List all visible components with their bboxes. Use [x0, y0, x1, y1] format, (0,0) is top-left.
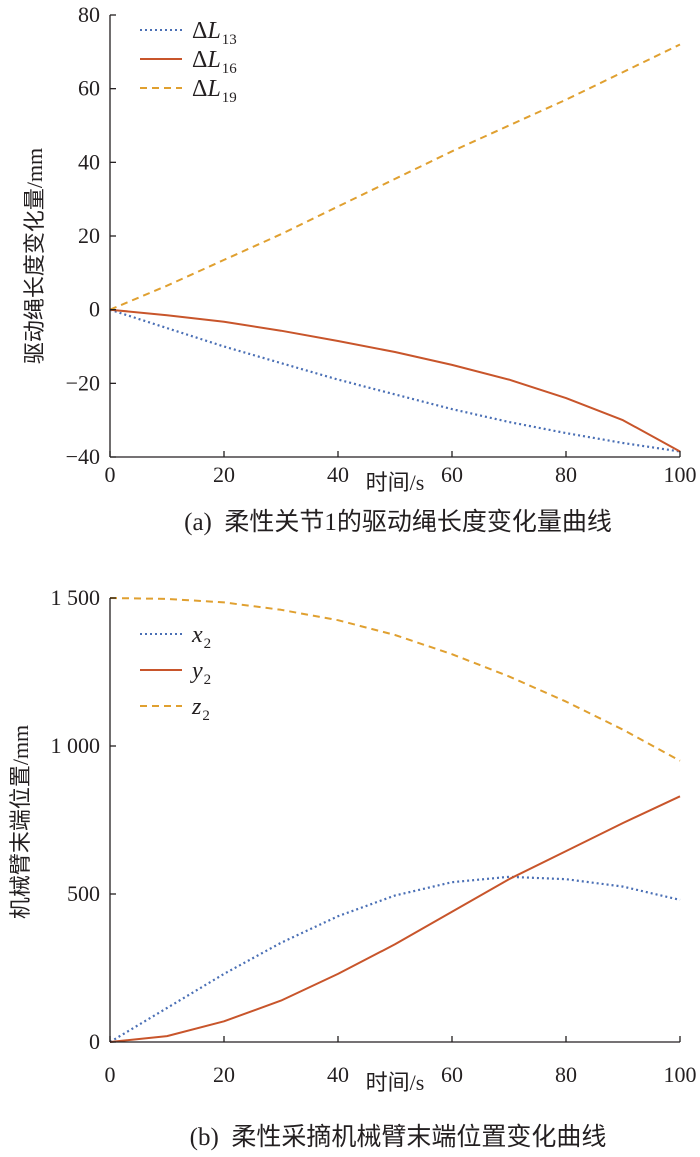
- y-tick-label-a: 0: [89, 297, 100, 322]
- x-tick-label-b: 60: [441, 1062, 463, 1087]
- x-tick-label-a: 0: [105, 462, 116, 487]
- caption-a: (a) 柔性关节1的驱动绳长度变化量曲线: [184, 508, 612, 536]
- y-tick-label-b: 500: [67, 881, 100, 906]
- series-line-delta-L13-a: [109, 308, 681, 453]
- legend-label-b: z2: [191, 694, 210, 724]
- y-axis-label-a: 驱动绳长度变化量/mm: [22, 148, 47, 364]
- x-tick-label-a: 100: [664, 462, 697, 487]
- x-tick-label-b: 80: [555, 1062, 577, 1087]
- x-tick-label-b: 100: [664, 1062, 697, 1087]
- series-layer-a: [109, 43, 681, 453]
- series-layer-b: [109, 597, 681, 1043]
- x-tick-label-a: 80: [555, 462, 577, 487]
- y-tick-label-a: 20: [78, 223, 100, 248]
- series-line-delta-L16-a: [109, 308, 681, 453]
- x-tick-label-a: 40: [327, 462, 349, 487]
- y-tick-label-b: 1 500: [51, 585, 101, 610]
- y-tick-label-a: −40: [66, 444, 100, 469]
- y-tick-label-a: 40: [78, 149, 100, 174]
- x-tick-label-b: 0: [105, 1062, 116, 1087]
- tick-layer-a: 0 20 40 60 80 100 −40 −20 0 20 40 60 80: [66, 2, 697, 487]
- legend-label-b: y2: [190, 658, 211, 688]
- x-tick-label-b: 40: [327, 1062, 349, 1087]
- y-tick-label-a: −20: [66, 370, 100, 395]
- legend-label-b: x2: [191, 622, 211, 652]
- legend-label-a: ΔL19: [192, 76, 237, 106]
- series-line-y2-b: [109, 795, 681, 1043]
- chart-panel-a: 0 20 40 60 80 100 −40 −20 0 20 40 60 80 ΔL13ΔL16ΔL19…: [22, 2, 697, 536]
- x-tick-label-a: 20: [213, 462, 235, 487]
- x-axis-label-a: 时间/s: [366, 470, 425, 495]
- series-line-x2-b: [109, 875, 681, 1043]
- x-tick-label-a: 60: [441, 462, 463, 487]
- y-tick-label-b: 0: [89, 1029, 100, 1054]
- x-tick-label-b: 20: [213, 1062, 235, 1087]
- y-tick-label-a: 60: [78, 76, 100, 101]
- x-axis-label-b: 时间/s: [366, 1070, 425, 1095]
- series-line-z2-b: [109, 597, 681, 762]
- caption-b: (b) 柔性采摘机械臂末端位置变化曲线: [190, 1123, 607, 1151]
- y-tick-label-b: 1 000: [51, 733, 101, 758]
- legend-b: x2 y2 z2: [140, 622, 211, 724]
- y-tick-label-a: 80: [78, 2, 100, 27]
- series-line-delta-L19-a: [109, 43, 681, 311]
- legend-label-a: ΔL16: [192, 47, 237, 77]
- legend-label-a: ΔL13: [192, 18, 237, 48]
- y-axis-label-b: 机械臂末端位置/mm: [8, 725, 33, 919]
